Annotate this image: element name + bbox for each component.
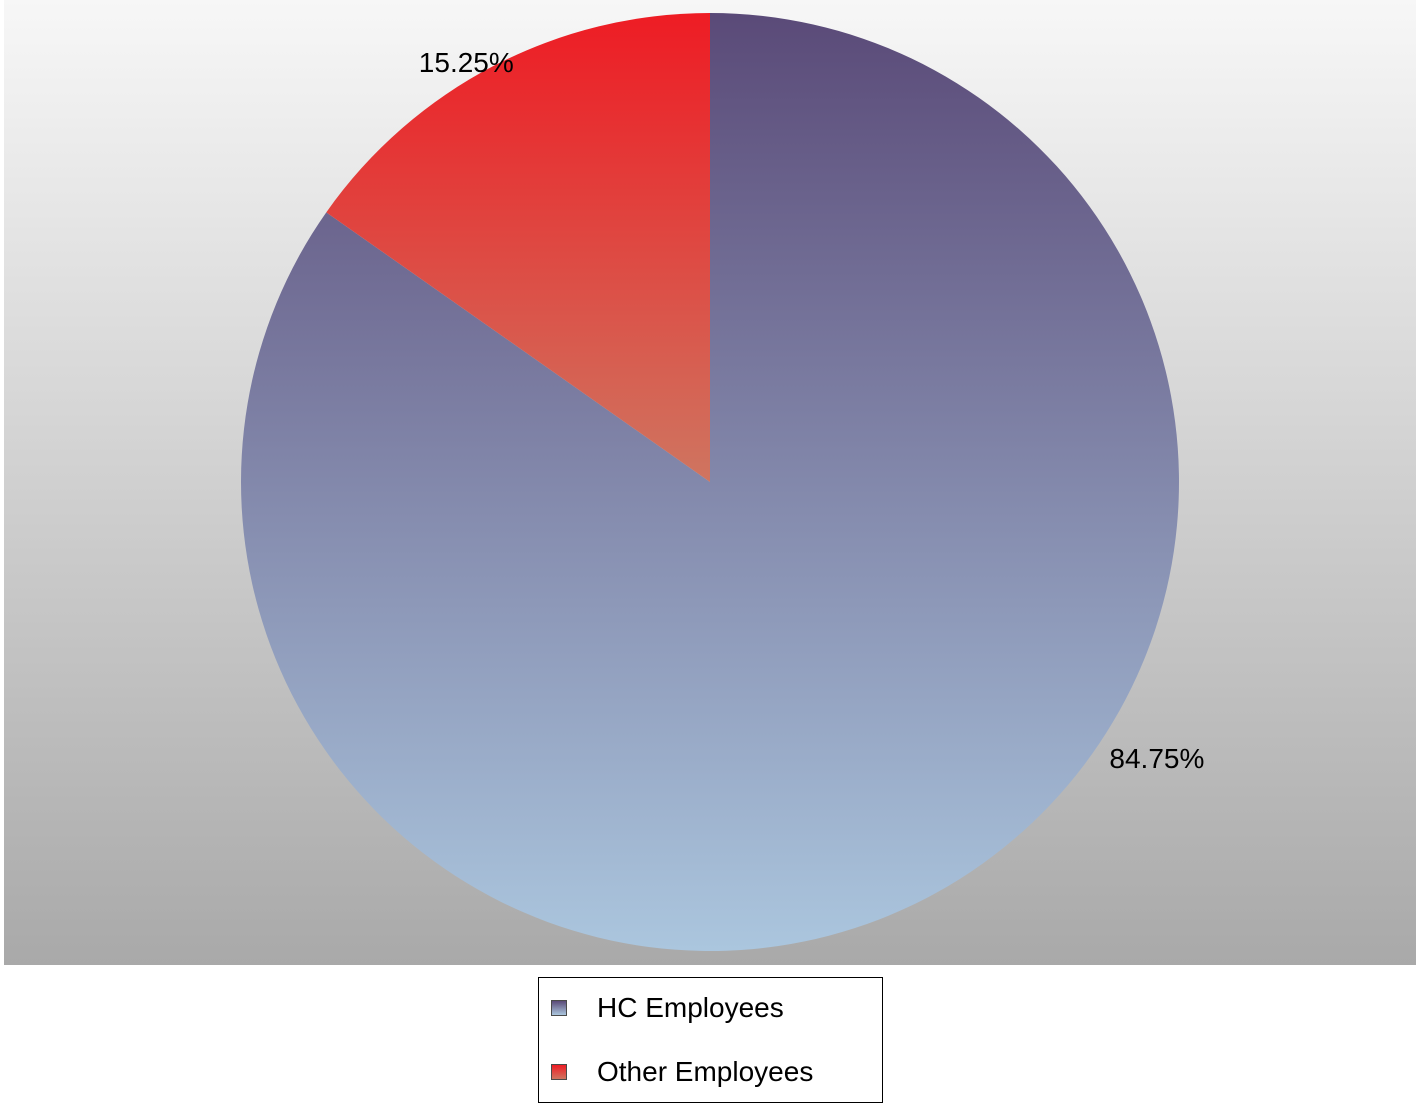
legend-swatch-other-employees xyxy=(551,1064,567,1080)
legend-label-other-employees: Other Employees xyxy=(597,1056,814,1087)
pie-label-hc-employees: 84.75% xyxy=(1109,743,1204,774)
legend-label-hc-employees: HC Employees xyxy=(597,992,784,1023)
legend: HC Employees Other Employees xyxy=(538,977,883,1103)
pie-slice-other-employees xyxy=(326,13,710,482)
pie-labels: 84.75% 15.25% xyxy=(419,47,1205,774)
pie-slices xyxy=(240,13,1179,951)
pie-label-other-employees: 15.25% xyxy=(419,47,514,78)
legend-swatch-hc-employees xyxy=(551,1000,567,1016)
